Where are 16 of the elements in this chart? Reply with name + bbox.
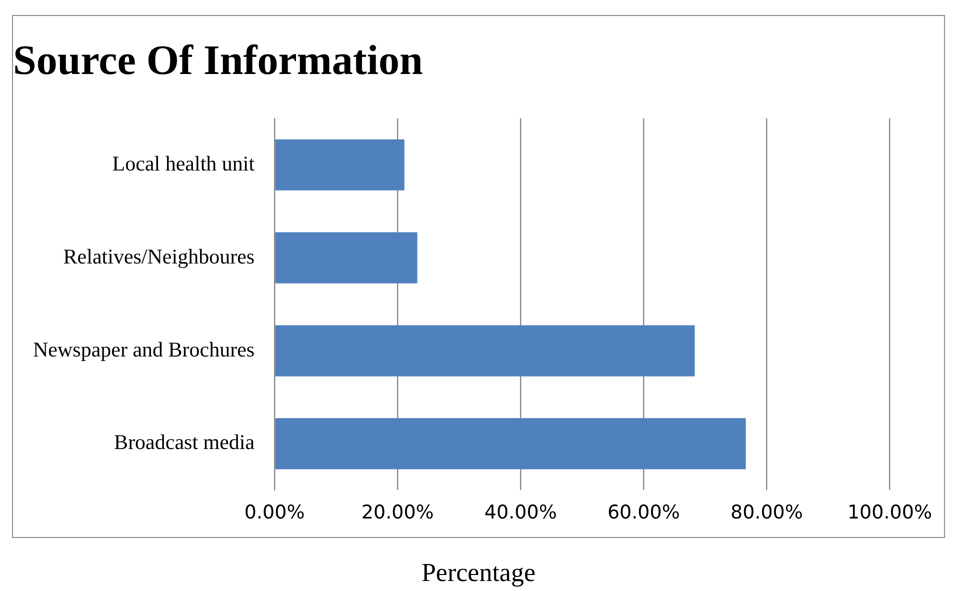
bar xyxy=(275,418,746,470)
bar xyxy=(275,325,695,376)
x-tick-label: 40.00% xyxy=(484,502,557,524)
bar xyxy=(275,139,404,190)
chart-title: Source Of Information xyxy=(13,38,423,84)
x-tick-label: 0.00% xyxy=(244,502,305,524)
x-tick-label: 80.00% xyxy=(730,502,803,524)
x-tick-label: 60.00% xyxy=(607,502,680,524)
x-tick-label: 100.00% xyxy=(847,502,932,524)
x-tick-label: 20.00% xyxy=(361,502,434,524)
bar xyxy=(275,232,418,284)
y-tick-label: Relatives/Neighboures xyxy=(63,244,255,268)
x-axis-title: Percentage xyxy=(420,558,537,588)
y-tick-label: Local health unit xyxy=(112,151,255,176)
y-tick-label: Broadcast media xyxy=(114,430,256,454)
y-tick-label: Newspaper and Brochures xyxy=(32,337,255,362)
